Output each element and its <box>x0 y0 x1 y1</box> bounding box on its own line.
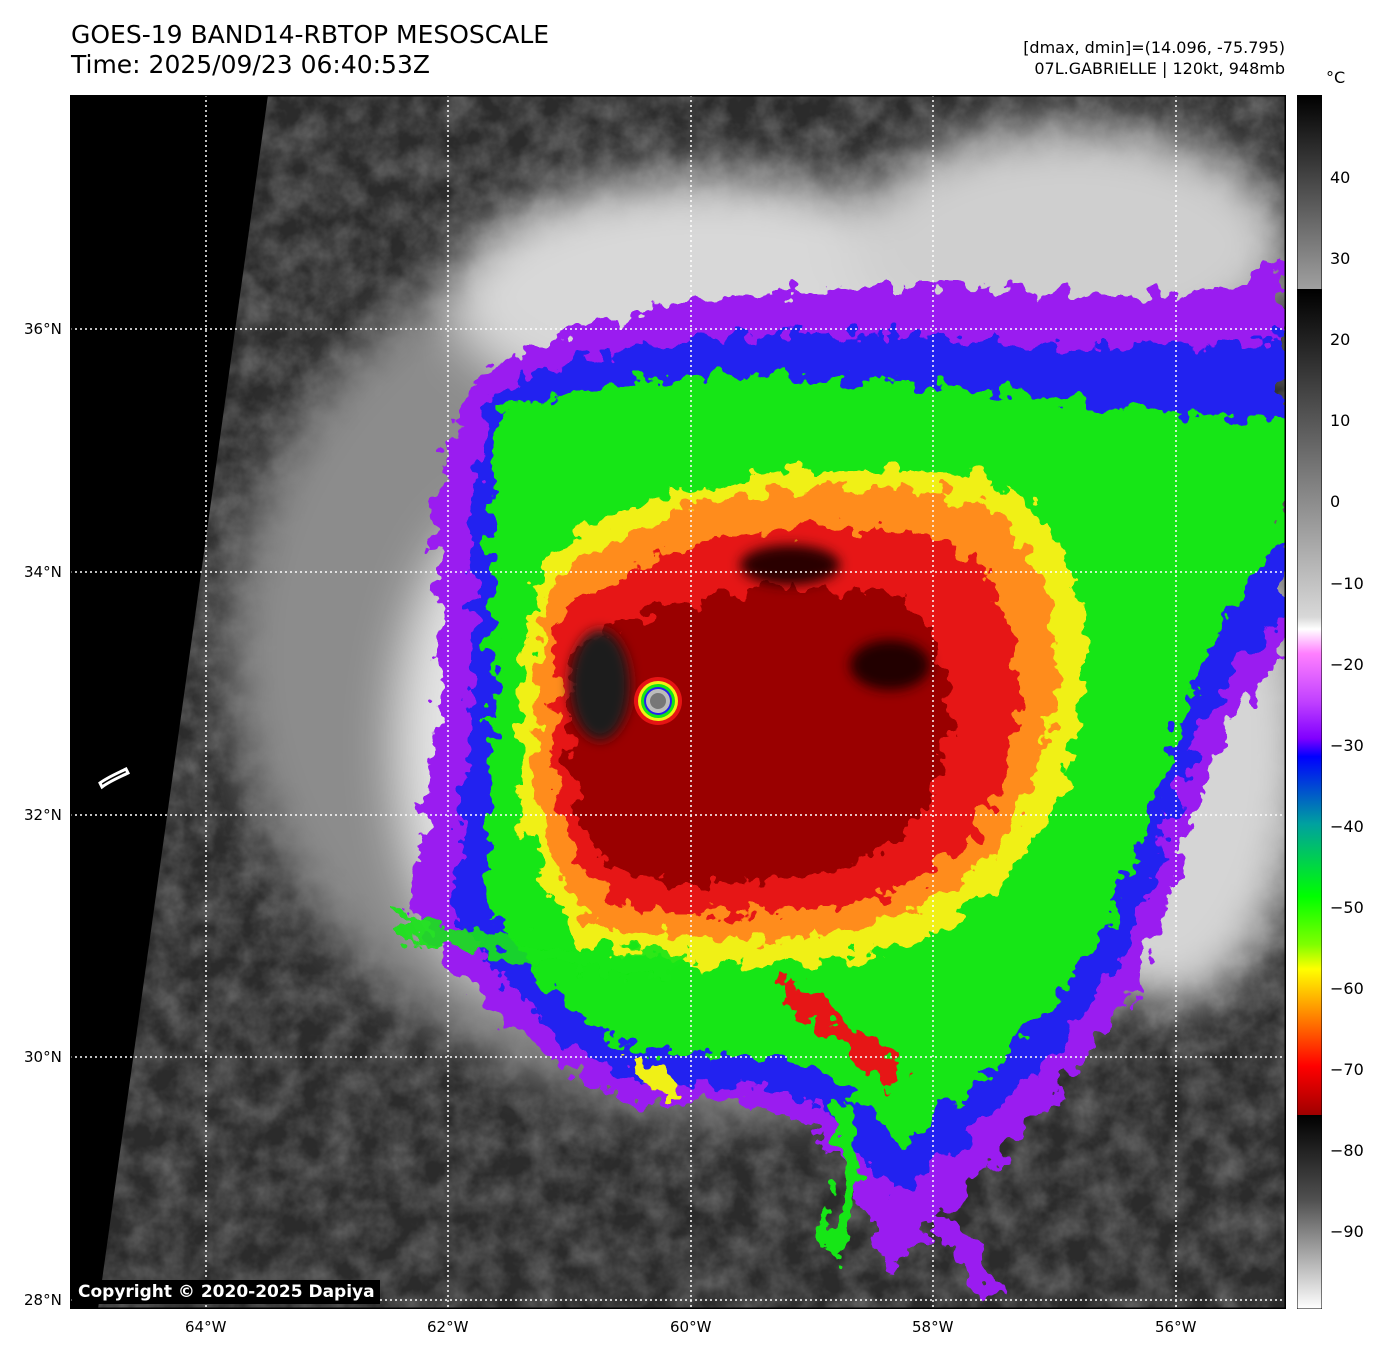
colorbar-unit: °C <box>1326 68 1346 87</box>
colorbar-tick-label: −70 <box>1330 1060 1364 1080</box>
colorbar-tick-label: −10 <box>1330 573 1364 593</box>
lon-label-58w: 58°W <box>912 1318 954 1336</box>
colorbar-tick-label: 40 <box>1330 168 1351 187</box>
title-product: GOES-19 BAND14-RBTOP MESOSCALE <box>71 20 550 49</box>
colorbar-tick-label: −80 <box>1330 1141 1364 1161</box>
colorbar-tick-label: −30 <box>1330 735 1364 755</box>
lon-label-56w: 56°W <box>1155 1318 1197 1336</box>
lon-label-64w: 64°W <box>185 1318 227 1336</box>
hurricane-eye <box>634 677 682 725</box>
lon-label-62w: 62°W <box>427 1318 469 1336</box>
storm-name-intensity: 07L.GABRIELLE | 120kt, 948mb <box>1034 59 1285 78</box>
dmax-dmin-readout: [dmax, dmin]=(14.096, -75.795) <box>1023 38 1285 57</box>
colorbar-tick-label: −50 <box>1330 897 1364 917</box>
lat-label-32n: 32°N <box>24 806 62 824</box>
satellite-image <box>70 95 1286 1309</box>
lat-label-30n: 30°N <box>24 1048 62 1066</box>
map-frame <box>70 95 1286 1309</box>
lon-label-60w: 60°W <box>670 1318 712 1336</box>
temperature-colorbar <box>1297 95 1322 1309</box>
bermuda-island <box>98 766 131 790</box>
colorbar-tick-label: 0 <box>1330 492 1341 512</box>
colorbar-tick-label: −20 <box>1330 654 1364 674</box>
coldest-cloud-tops <box>570 545 930 740</box>
rain-bands <box>400 915 1000 1300</box>
colorbar-tick-label: −90 <box>1330 1222 1364 1242</box>
no-data-region <box>70 95 268 1309</box>
lat-label-36n: 36°N <box>24 320 62 338</box>
figure-title: GOES-19 BAND14-RBTOP MESOSCALE Time: 202… <box>71 20 549 80</box>
colorbar-tick-label: −60 <box>1330 979 1364 998</box>
colorbar-tick-label: 30 <box>1330 249 1351 269</box>
lat-label-28n: 28°N <box>24 1291 62 1309</box>
title-time: Time: 2025/09/23 06:40:53Z <box>71 50 430 79</box>
lat-label-34n: 34°N <box>24 563 62 581</box>
copyright-notice: Copyright © 2020-2025 Dapiya <box>73 1280 380 1304</box>
lat-lon-grid <box>70 95 1286 1309</box>
storm-color-enhancement <box>410 255 1286 1275</box>
storm-info: [dmax, dmin]=(14.096, -75.795) 07L.GABRI… <box>1023 37 1285 79</box>
colorbar-tick-label: 10 <box>1330 411 1351 431</box>
colorbar-tick-label: 20 <box>1330 330 1351 350</box>
colorbar-tick-label: −40 <box>1330 816 1364 836</box>
